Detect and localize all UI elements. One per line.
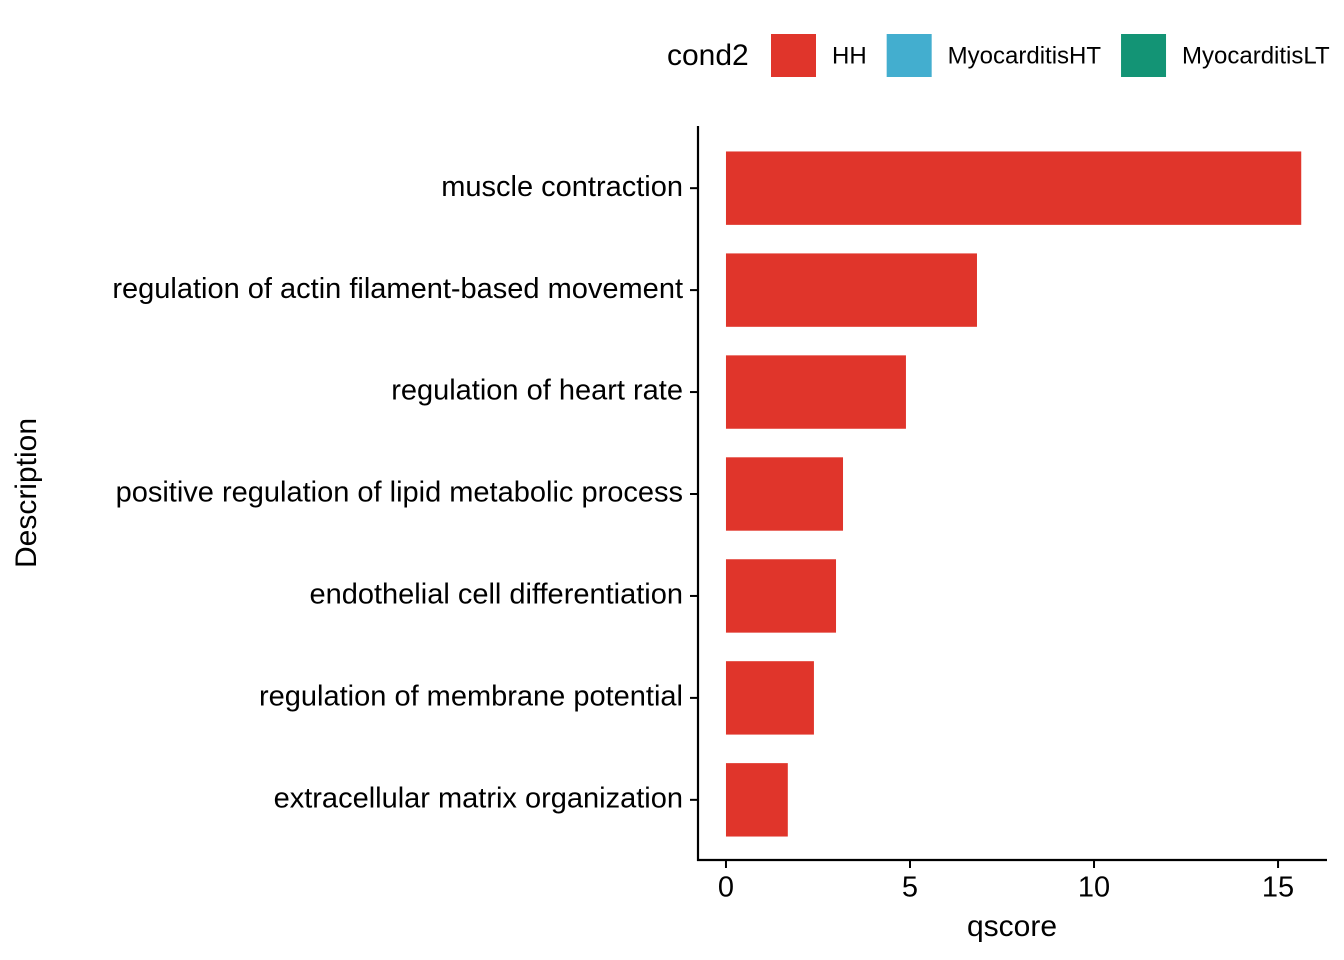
x-axis-title: qscore	[967, 910, 1057, 943]
y-axis-title: Description	[10, 418, 43, 568]
bar	[725, 661, 814, 735]
y-tick-label: regulation of actin filament-based movem…	[112, 273, 683, 305]
legend-label: MyocarditisLT	[1182, 42, 1330, 69]
x-tick-label: 5	[902, 872, 918, 904]
bar	[725, 355, 906, 429]
bar	[725, 763, 788, 837]
y-tick-label: endothelial cell differentiation	[309, 579, 683, 611]
legend-title: cond2	[667, 39, 749, 72]
legend-label: HH	[832, 42, 867, 69]
y-tick-label: regulation of heart rate	[391, 375, 683, 407]
x-tick-label: 10	[1078, 872, 1110, 904]
bar	[725, 151, 1302, 225]
legend-swatch	[1121, 34, 1167, 77]
y-tick-label: positive regulation of lipid metabolic p…	[116, 477, 683, 509]
bar	[725, 253, 977, 327]
legend-swatch	[886, 34, 932, 77]
y-tick-label: muscle contraction	[441, 171, 683, 203]
y-tick-label: extracellular matrix organization	[274, 782, 683, 814]
y-tick-label: regulation of membrane potential	[259, 681, 683, 713]
x-tick-label: 0	[718, 872, 734, 904]
x-tick-label: 15	[1262, 872, 1294, 904]
legend-label: MyocarditisHT	[948, 42, 1102, 69]
bar	[725, 457, 844, 531]
legend-swatch	[771, 34, 816, 77]
bar	[725, 559, 837, 633]
